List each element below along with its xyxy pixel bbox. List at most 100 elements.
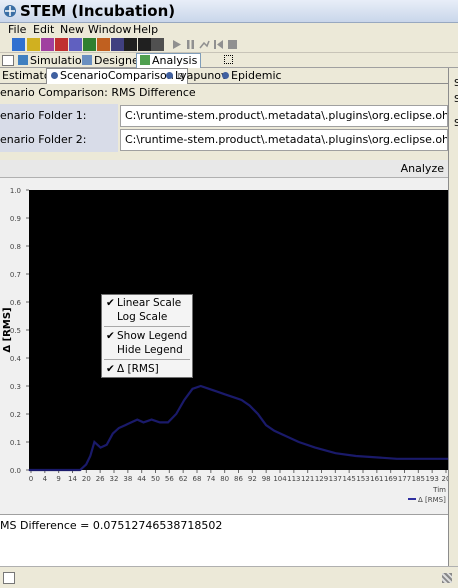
population-icon[interactable]	[69, 38, 82, 51]
menu-new[interactable]: New	[60, 23, 84, 36]
tab-lyapunov[interactable]: Lyapunov	[164, 69, 228, 84]
simulation-icon	[18, 55, 28, 65]
open-perspective-icon[interactable]	[2, 55, 14, 66]
menu-file[interactable]: File	[8, 23, 27, 36]
series-point	[136, 419, 138, 421]
x-tick-label: 177	[398, 475, 411, 483]
folder-2-field[interactable]: C:\runtime-stem.product\.metadata\.plugi…	[120, 129, 448, 151]
hide-legend-label: Hide Legend	[117, 344, 183, 356]
series-point	[375, 456, 378, 458]
stop-icon[interactable]	[226, 38, 239, 51]
series-point	[447, 458, 448, 460]
series-point	[112, 433, 114, 435]
menu-separator	[104, 359, 190, 360]
x-tick-label: 26	[96, 475, 105, 483]
play-icon[interactable]	[170, 38, 183, 51]
series-point	[151, 419, 153, 421]
x-tick-label: 14	[68, 475, 77, 483]
series-point	[191, 388, 194, 390]
series-point	[200, 385, 202, 387]
x-tick-label: 32	[110, 475, 119, 483]
x-tick-label: 161	[370, 475, 383, 483]
series-point	[183, 399, 185, 401]
series-point	[240, 399, 243, 401]
perspective-designer-label: Designer	[94, 54, 144, 67]
right-side-pane: S S S	[448, 68, 458, 566]
x-tick-label: 104	[273, 475, 287, 483]
menu-hide-legend[interactable]: Hide Legend	[102, 343, 192, 357]
x-tick-label: 9	[56, 475, 60, 483]
x-tick-label: 145	[342, 475, 355, 483]
y-tick-label: 1.0	[10, 187, 21, 195]
linear-scale-check-icon: ✔	[106, 297, 115, 309]
series-point	[85, 463, 87, 465]
series-point	[216, 391, 218, 393]
x-tick-label: 98	[262, 475, 271, 483]
perspective-designer[interactable]: Designer	[82, 54, 143, 68]
title-bar[interactable]: STEM (Incubation)	[0, 0, 458, 23]
x-tick-label: 20	[82, 475, 91, 483]
perspective-simulation[interactable]: Simulation	[18, 54, 89, 68]
series-point	[106, 444, 108, 446]
sequencer-icon[interactable]	[97, 38, 110, 51]
tab-epidemic[interactable]: Epidemic	[220, 69, 282, 84]
x-tick-label: 68	[193, 475, 202, 483]
series-point	[355, 455, 357, 457]
reset-icon[interactable]	[212, 38, 225, 51]
view-heading: enario Comparison: RMS Difference	[0, 86, 196, 99]
x-tick-label: 185	[412, 475, 425, 483]
decorator-icon[interactable]	[83, 38, 96, 51]
x-tick-label: 113	[287, 475, 300, 483]
fast-view-icon[interactable]	[3, 572, 15, 584]
folder-row-1: enario Folder 1: C:\runtime-stem.product…	[0, 104, 448, 128]
y-tick-label: 0.4	[10, 355, 22, 363]
series-point	[79, 469, 81, 471]
app-icon	[4, 5, 16, 17]
model-icon[interactable]	[27, 38, 40, 51]
status-bar	[0, 566, 458, 588]
designer-icon	[82, 55, 92, 65]
tab-scenario-comparison[interactable]: ScenarioComparison ⊠	[46, 68, 188, 84]
plot-area	[29, 190, 448, 470]
menu-linear-scale[interactable]: ✔ Linear Scale	[102, 296, 192, 310]
experiment-icon[interactable]	[111, 38, 124, 51]
menu-window[interactable]: Window	[88, 23, 132, 36]
series-toggle-label: Δ [RMS]	[117, 363, 159, 375]
film-stop-icon[interactable]	[138, 38, 151, 51]
analyze-button[interactable]: Analyze	[400, 162, 444, 175]
perspective-analysis[interactable]: Analysis	[136, 53, 202, 68]
menu-edit[interactable]: Edit	[33, 23, 55, 36]
folder-1-label: enario Folder 1:	[0, 104, 118, 128]
x-tick-label: 193	[425, 475, 438, 483]
chart-context-menu: ✔ Linear Scale Log Scale ✔ Show Legend H…	[101, 294, 193, 378]
menu-log-scale[interactable]: Log Scale	[102, 310, 192, 324]
scenario-icon[interactable]	[12, 38, 25, 51]
log-scale-label: Log Scale	[117, 311, 168, 323]
view-tab-bar: Estimator ScenarioComparison ⊠ Lyapunov …	[0, 68, 448, 84]
menu-separator	[104, 326, 190, 327]
film-icon[interactable]	[124, 38, 137, 51]
close-icon[interactable]: ⊠	[177, 72, 185, 82]
graph-icon[interactable]	[41, 38, 54, 51]
y-tick-label: 0.0	[10, 467, 21, 475]
tab-estimator[interactable]: Estimator	[2, 69, 55, 84]
y-tick-label: 0.5	[10, 327, 21, 335]
menu-show-legend[interactable]: ✔ Show Legend	[102, 329, 192, 343]
show-legend-label: Show Legend	[117, 330, 188, 342]
tab-lyapunov-label: Lyapunov	[175, 69, 228, 82]
series-point	[249, 405, 251, 407]
folder-1-field[interactable]: C:\runtime-stem.product\.metadata\.plugi…	[120, 105, 448, 127]
step-icon[interactable]	[198, 38, 211, 51]
disease-icon[interactable]	[55, 38, 68, 51]
record-icon[interactable]	[151, 38, 164, 51]
tab-estimator-label: Estimator	[2, 69, 56, 82]
series-point	[285, 435, 288, 437]
x-tick-label: 137	[329, 475, 342, 483]
series-point	[298, 441, 300, 443]
menu-series-toggle[interactable]: ✔ Δ [RMS]	[102, 362, 192, 376]
rms-chart[interactable]: 0.0 0.1 0.2 0.3 0.4 0.5 0.6 0.7 0.8 0.9 1.0 0 4 9 14 20…	[0, 178, 448, 514]
menu-help[interactable]: Help	[133, 23, 159, 36]
pause-icon[interactable]	[184, 38, 197, 51]
y-tick-label: 0.3	[10, 383, 21, 391]
x-axis-label: Tim	[432, 486, 446, 494]
